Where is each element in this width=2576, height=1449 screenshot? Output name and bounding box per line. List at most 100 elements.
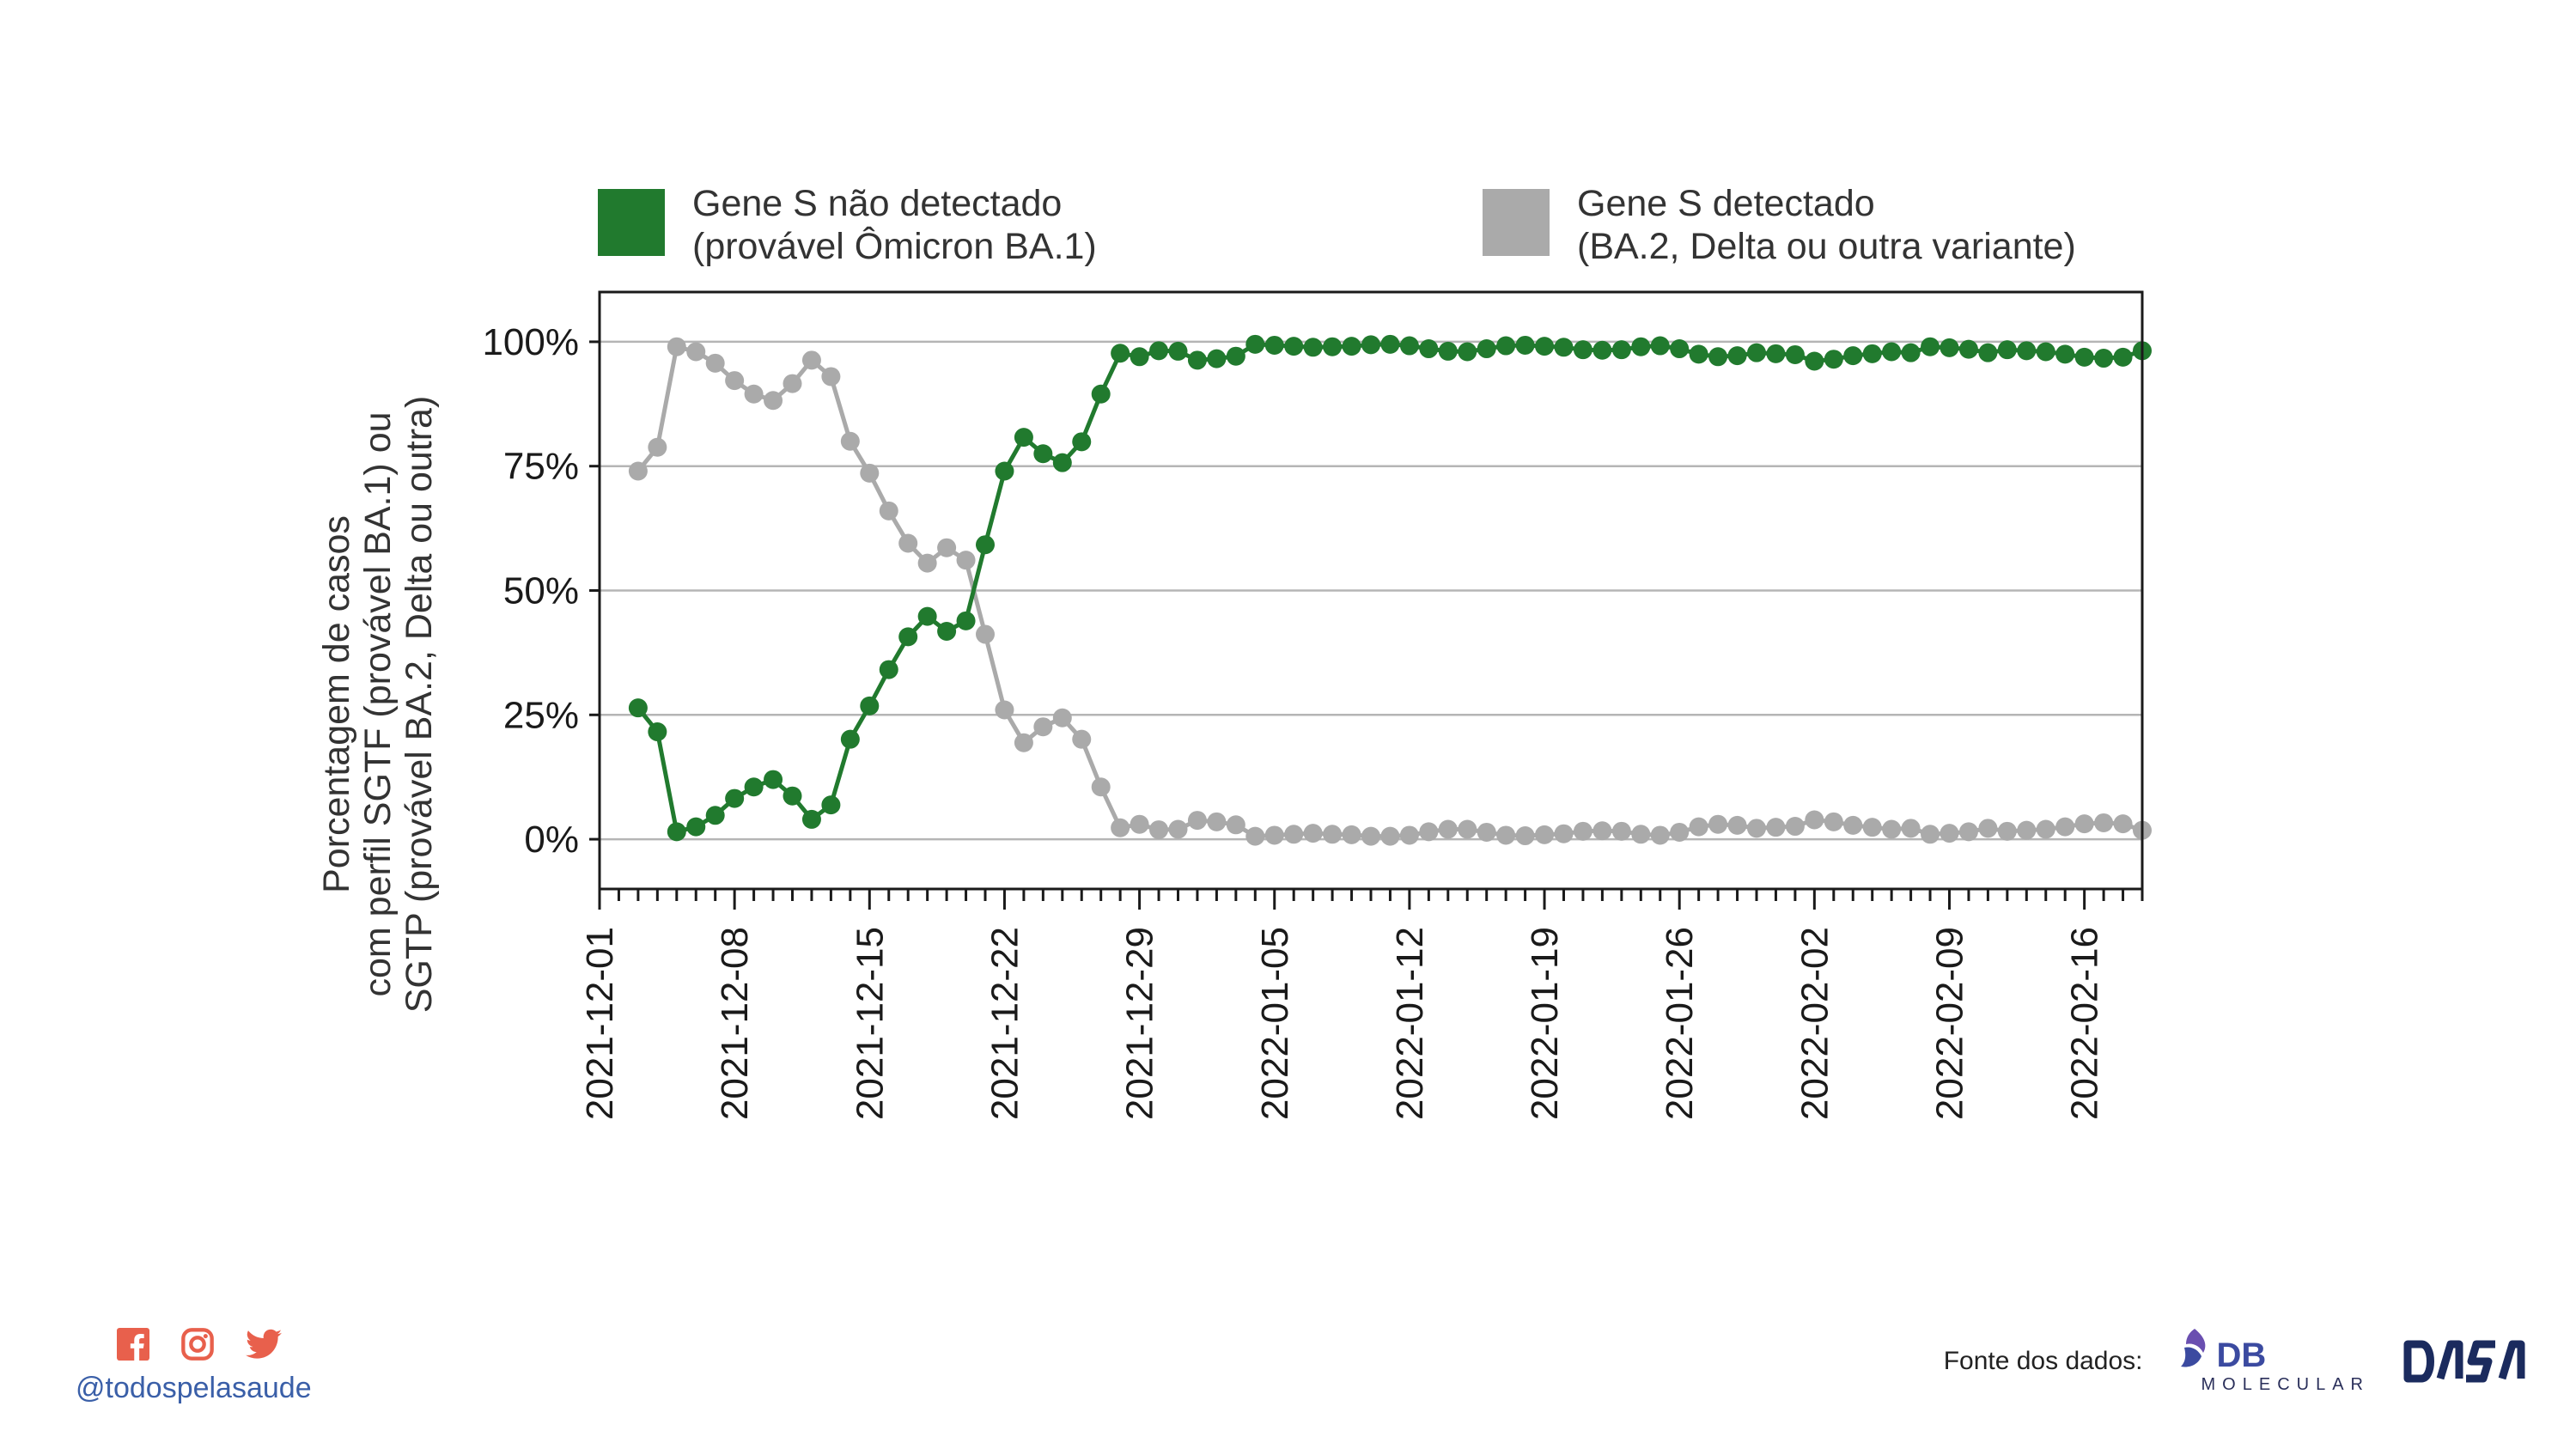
data-point: [1264, 825, 1284, 845]
data-point: [2074, 814, 2094, 834]
data-point: [1323, 337, 1343, 356]
source-label: Fonte dos dados:: [1943, 1346, 2143, 1375]
data-point: [1264, 335, 1284, 355]
legend-label-line1: Gene S não detectado: [692, 183, 1063, 224]
data-point: [1130, 814, 1149, 834]
data-point: [764, 391, 783, 411]
data-point: [1477, 822, 1496, 842]
data-point: [1978, 819, 1998, 838]
data-point: [1111, 818, 1130, 837]
data-point: [1072, 729, 1092, 749]
data-point: [1708, 814, 1728, 834]
data-point: [1573, 821, 1592, 841]
data-point: [628, 698, 648, 718]
data-point: [1052, 708, 1072, 728]
data-point: [1901, 343, 1921, 362]
data-point: [1747, 343, 1766, 362]
data-point: [1458, 819, 1477, 839]
x-tick-label: 2021-12-15: [849, 927, 891, 1120]
data-point: [976, 535, 995, 555]
data-point: [783, 786, 802, 806]
data-point: [1670, 822, 1690, 842]
data-point: [1882, 342, 1902, 362]
data-point: [1631, 337, 1651, 356]
data-point: [667, 337, 686, 356]
data-point: [1650, 825, 1670, 845]
data-point: [898, 533, 918, 553]
instagram-icon[interactable]: [180, 1327, 215, 1361]
data-point: [1207, 349, 1227, 368]
data-point: [1997, 821, 2017, 841]
data-point: [1689, 344, 1708, 364]
data-point: [1554, 338, 1574, 357]
data-point: [1997, 340, 2017, 360]
db-molecular-logo-text: DB: [2216, 1336, 2267, 1374]
data-point: [2055, 344, 2075, 364]
data-point: [764, 770, 783, 789]
legend-label: Gene S não detectado (provável Ômicron B…: [692, 182, 1097, 268]
x-tick-label: 2021-12-22: [984, 927, 1026, 1120]
data-point: [1843, 346, 1863, 366]
data-point: [840, 431, 860, 451]
data-point: [879, 660, 898, 679]
data-point: [879, 501, 898, 521]
data-point: [2094, 813, 2114, 832]
data-point: [1323, 825, 1343, 844]
x-axis-ticks: 2021-12-01 2021-12-08 2021-12-15 2021-12-22…: [579, 889, 2144, 1120]
data-point: [1766, 344, 1786, 363]
data-point: [1785, 344, 1805, 364]
data-point: [1515, 826, 1535, 846]
data-point: [1187, 811, 1207, 831]
data-point: [1978, 343, 1998, 362]
data-point: [1862, 818, 1882, 837]
twitter-icon[interactable]: [246, 1327, 282, 1361]
data-point: [937, 538, 957, 557]
data-point: [860, 696, 880, 715]
data-point: [1380, 826, 1400, 846]
data-point: [1921, 825, 1940, 844]
data-point: [1361, 335, 1380, 355]
data-point: [1921, 337, 1940, 356]
data-point: [2036, 342, 2055, 362]
y-tick-label: 0%: [524, 819, 579, 861]
facebook-icon[interactable]: [117, 1327, 149, 1361]
data-point: [1940, 824, 1959, 843]
legend-label-line2: (BA.2, Delta ou outra variante): [1577, 226, 2076, 267]
data-point: [917, 606, 937, 626]
social-handle[interactable]: @todospelasaude: [76, 1372, 312, 1404]
data-point: [1342, 825, 1361, 844]
data-point: [667, 822, 686, 842]
data-point: [1592, 821, 1612, 841]
data-point: [1072, 432, 1092, 452]
db-molecular-logo: DB MOLECULAR: [2177, 1327, 2370, 1395]
data-point: [1650, 336, 1670, 356]
data-point: [1438, 819, 1458, 839]
series-line: [636, 342, 2143, 834]
data-point: [1824, 350, 1843, 369]
data-point: [1399, 336, 1419, 356]
series-gene-s-nao-detectado: [628, 334, 2152, 842]
data-point: [1091, 777, 1111, 797]
data-point: [1091, 384, 1111, 404]
data-point: [1168, 341, 1188, 361]
data-point: [1882, 819, 1902, 839]
data-point: [840, 729, 860, 749]
data-point: [1284, 337, 1304, 356]
data-point: [898, 627, 918, 647]
data-point: [956, 611, 976, 630]
data-point: [1766, 818, 1786, 837]
y-tick-label: 100%: [482, 321, 579, 363]
data-point: [783, 374, 802, 393]
data-point: [648, 437, 667, 457]
data-point: [1515, 335, 1535, 355]
data-point: [1901, 819, 1921, 838]
db-molecular-leaf-icon: [2180, 1329, 2205, 1367]
data-point: [1611, 821, 1631, 841]
db-molecular-logo-sub: MOLECULAR: [2201, 1375, 2370, 1394]
data-point: [1052, 453, 1072, 472]
data-point: [1149, 820, 1169, 840]
data-point: [2113, 347, 2133, 367]
data-point: [2017, 341, 2037, 361]
data-point: [1380, 334, 1400, 354]
